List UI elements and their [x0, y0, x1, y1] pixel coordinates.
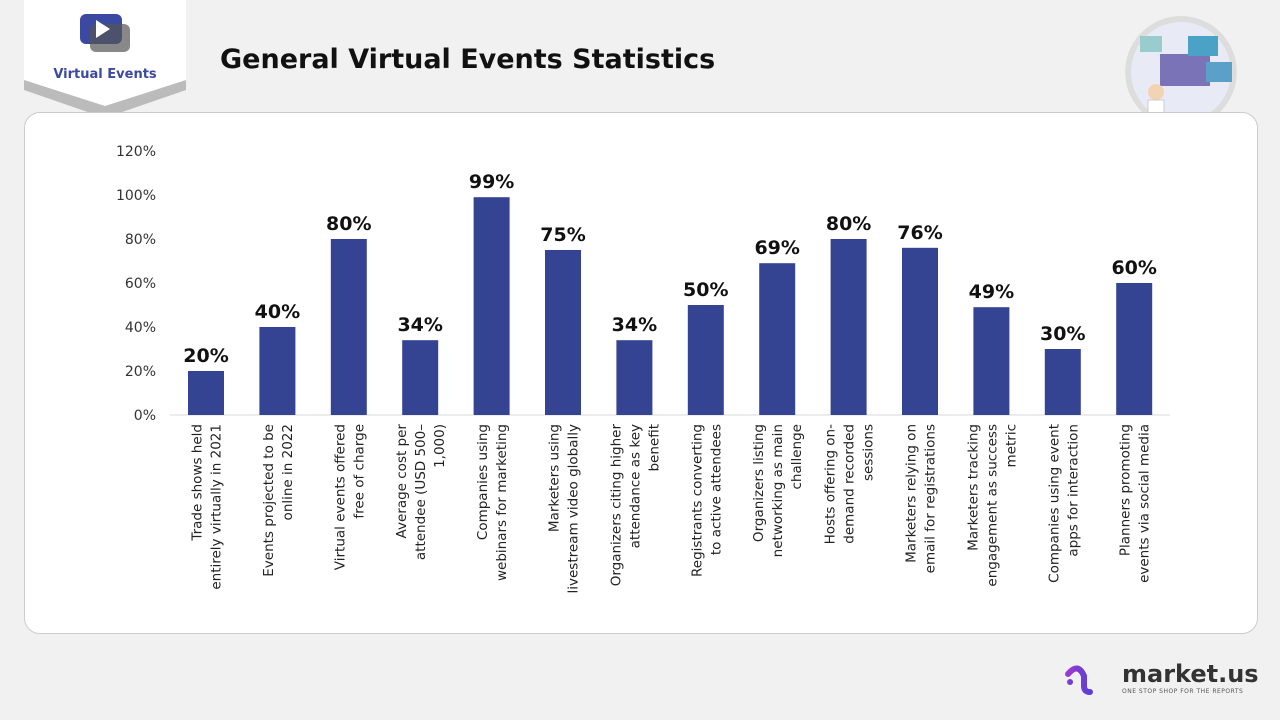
x-tick-label-line: networking as main — [770, 424, 786, 557]
x-tick-label-line: Planners promoting — [1118, 424, 1134, 556]
x-tick-label-line: metric — [1003, 424, 1019, 467]
x-tick-label: Average cost per attendee (USD 500– 1,000) — [394, 424, 448, 561]
bar — [259, 327, 296, 415]
x-tick-label: Companies using event apps for interactio… — [1046, 424, 1081, 583]
x-tick-label-line: free of charge — [351, 424, 367, 519]
bar — [1116, 283, 1153, 415]
data-label: 49% — [969, 281, 1014, 303]
data-label: 60% — [1111, 257, 1156, 279]
x-tick-label: Registrants converting to active attendee… — [689, 424, 724, 577]
bar — [473, 197, 510, 415]
x-tick-label: Planners promoting events via social medi… — [1118, 424, 1153, 583]
x-tick-label-line: demand recorded — [842, 424, 858, 544]
x-tick-label-line: attendee (USD 500– — [413, 424, 429, 560]
brand-name: market.us — [1122, 660, 1259, 688]
bar — [687, 305, 724, 415]
data-label: 34% — [397, 314, 442, 336]
data-label: 80% — [326, 213, 371, 235]
x-tick-label-line: sessions — [861, 424, 877, 481]
y-tick-label: 80% — [125, 232, 156, 248]
brand-tagline: ONE STOP SHOP FOR THE REPORTS — [1122, 688, 1243, 695]
x-tick-label: Organizers listing networking as main chal… — [751, 424, 805, 557]
x-tick-label: Events projected to be online in 2022 — [261, 424, 296, 577]
data-label: 34% — [612, 314, 657, 336]
x-tick-label-line: engagement as success — [984, 424, 1000, 587]
bar — [759, 263, 796, 415]
data-label: 69% — [754, 237, 799, 259]
bar — [545, 250, 581, 415]
x-tick-label: Marketers relying on email for registrati… — [904, 424, 939, 573]
market-us-logo: market.us ONE STOP SHOP FOR THE REPORTS — [1062, 658, 1262, 698]
x-tick-label: Hosts offering on-demand recorded session… — [823, 424, 877, 544]
x-tick-label-line: Organizers listing — [751, 424, 767, 542]
y-tick-label: 40% — [125, 320, 156, 336]
x-tick-label-line: apps for interaction — [1065, 424, 1081, 557]
data-label: 99% — [469, 171, 514, 193]
x-tick-label-line: Marketers tracking — [965, 424, 981, 551]
x-tick-label-line: Registrants converting — [689, 424, 705, 577]
bar — [188, 371, 224, 415]
x-tick-label-line: Events projected to be — [261, 424, 277, 577]
x-tick-label-line: livestream video globally — [566, 424, 582, 593]
x-tick-label-line: Hosts offering on- — [823, 424, 839, 544]
x-tick-label-line: Marketers relying on — [904, 424, 920, 563]
x-tick-label: Marketers tracking engagement as success m… — [965, 424, 1019, 587]
bar — [402, 340, 439, 415]
x-tick-label-line: Average cost per — [394, 424, 410, 539]
y-tick-label: 60% — [125, 276, 156, 292]
data-label: 76% — [897, 222, 942, 244]
x-tick-label-line: webinars for marketing — [494, 424, 510, 581]
x-tick-label-line: attendance as key — [627, 424, 643, 548]
data-label: 20% — [183, 345, 228, 367]
x-tick-label: Companies using webinars for marketing — [475, 424, 510, 581]
data-label: 50% — [683, 279, 728, 301]
data-label: 80% — [826, 213, 871, 235]
bar — [902, 247, 938, 415]
y-tick-label: 0% — [134, 408, 156, 424]
page-title: General Virtual Events Statistics — [220, 44, 716, 75]
x-tick-label-line: entirely virtually in 2021 — [209, 424, 225, 590]
x-tick-label-line: 1,000) — [432, 424, 448, 468]
bar — [830, 239, 867, 415]
data-label: 75% — [540, 224, 585, 246]
x-tick-label: Virtual events offered free of charge — [332, 424, 367, 570]
x-tick-label-line: Virtual events offered — [332, 424, 348, 570]
bar — [1044, 349, 1081, 415]
x-tick-label-line: Trade shows held — [190, 424, 206, 542]
x-tick-label-line: Companies using — [475, 424, 491, 540]
y-tick-label: 120% — [116, 144, 156, 160]
x-tick-label-line: email for registrations — [923, 424, 939, 573]
x-tick-label-line: Organizers citing higher — [608, 424, 624, 587]
y-tick-label: 20% — [125, 364, 156, 380]
data-label: 30% — [1040, 323, 1085, 345]
x-tick-label: Marketers using livestream video globally — [547, 424, 582, 593]
y-tick-label: 100% — [116, 188, 156, 204]
bar — [616, 340, 653, 415]
x-tick-label-line: Marketers using — [547, 424, 563, 532]
data-label: 40% — [255, 301, 300, 323]
x-tick-label-line: challenge — [789, 424, 805, 490]
x-tick-label: Organizers citing higher attendance as ke… — [608, 424, 662, 587]
virtual-events-logo: Virtual Events — [24, 0, 186, 118]
x-tick-label-line: to active attendees — [708, 424, 724, 555]
x-tick-label: Trade shows held entirely virtually in 20… — [190, 424, 225, 590]
bar — [973, 307, 1010, 415]
x-tick-label-line: benefit — [646, 424, 662, 472]
bar — [330, 239, 367, 415]
x-tick-label-line: events via social media — [1137, 424, 1153, 583]
x-tick-label-line: Companies using event — [1046, 424, 1062, 583]
x-tick-label-line: online in 2022 — [280, 424, 296, 520]
logo-text: Virtual Events — [53, 67, 157, 82]
